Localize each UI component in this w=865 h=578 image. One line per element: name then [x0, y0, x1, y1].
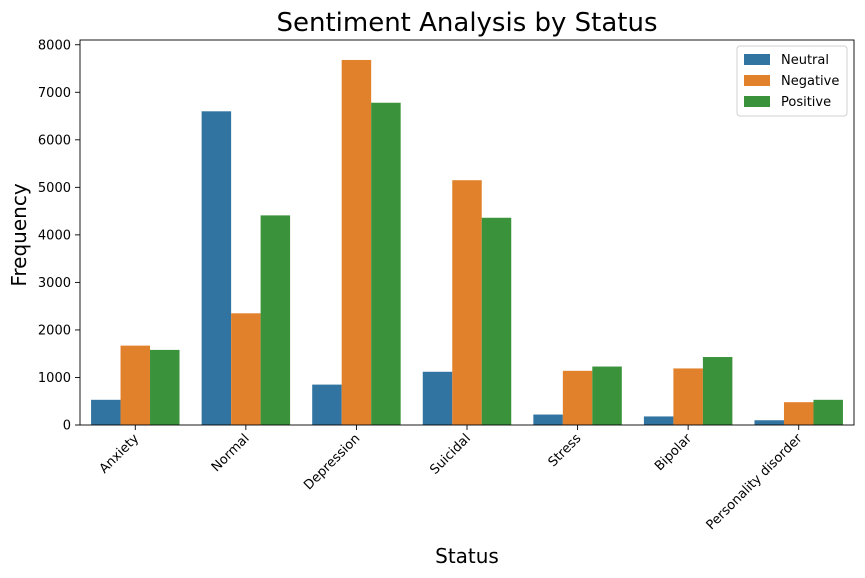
y-tick-label: 1000 [38, 371, 71, 386]
y-tick-label: 3000 [38, 276, 71, 291]
legend: Neutral Negative Positive [736, 45, 848, 117]
bar-positive-anxiety [150, 349, 180, 425]
x-axis-title: Status [435, 544, 499, 568]
x-tick-label: Normal [209, 431, 253, 475]
bar-negative-personality-disorder [783, 402, 814, 425]
y-tick-label: 7000 [38, 86, 71, 101]
bar-positive-stress [592, 366, 622, 425]
bar-neutral-normal [201, 111, 232, 426]
bar-neutral-depression [312, 384, 342, 425]
bar-positive-personality-disorder [813, 399, 843, 425]
bar-positive-depression [371, 102, 401, 426]
y-axis-title: Frequency [7, 183, 31, 286]
bar-neutral-suicidal [422, 371, 453, 425]
x-tick-label: Bipolar [652, 431, 695, 474]
x-tick-label: Personality disorder [704, 431, 806, 533]
bar-neutral-anxiety [91, 399, 121, 425]
y-tick-label: 6000 [38, 133, 71, 148]
bar-positive-bipolar [702, 357, 733, 425]
bar-negative-bipolar [673, 368, 703, 425]
bar-negative-stress [562, 370, 593, 425]
legend-label-neutral: Neutral [781, 53, 829, 68]
bar-positive-normal [260, 215, 291, 425]
legend-swatch-positive [744, 96, 770, 107]
plot-area: 0 1000 2000 3000 4000 5000 6000 7000 8000 Anxiety… [38, 38, 855, 533]
x-tick-label: Depression [301, 431, 363, 493]
legend-swatch-negative [744, 75, 770, 86]
legend-label-positive: Positive [781, 95, 831, 110]
y-tick-label: 0 [63, 419, 71, 434]
bar-negative-normal [231, 313, 261, 425]
bar-neutral-stress [533, 414, 563, 425]
bar-neutral-bipolar [643, 416, 674, 425]
x-tick-label: Stress [546, 431, 585, 470]
legend-swatch-neutral [744, 54, 770, 65]
chart-title: Sentiment Analysis by Status [276, 8, 657, 38]
bar-negative-depression [341, 59, 372, 426]
x-tick-label: Suicidal [427, 431, 473, 477]
y-tick-label: 8000 [38, 38, 71, 53]
bar-positive-suicidal [481, 217, 512, 425]
legend-label-negative: Negative [781, 74, 839, 89]
bar-negative-suicidal [452, 180, 482, 425]
y-tick-label: 5000 [38, 181, 71, 196]
y-tick-label: 2000 [38, 323, 71, 338]
y-tick-label: 4000 [38, 228, 71, 243]
bar-negative-anxiety [120, 345, 151, 425]
x-tick-label: Anxiety [97, 431, 143, 477]
bar-neutral-personality-disorder [754, 420, 784, 425]
